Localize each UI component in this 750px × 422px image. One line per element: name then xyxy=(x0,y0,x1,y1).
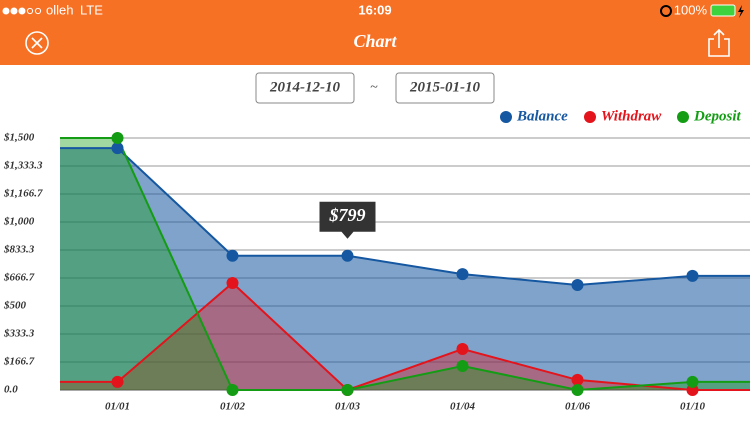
carrier: olleh xyxy=(46,2,73,17)
x-tick-label: 01/03 xyxy=(335,401,361,413)
point xyxy=(456,359,469,372)
point xyxy=(456,268,469,281)
battery-icon xyxy=(710,4,736,17)
x-tick-label: 01/10 xyxy=(680,401,706,413)
point xyxy=(111,142,124,155)
line-extension xyxy=(60,147,750,277)
area xyxy=(117,138,693,390)
point xyxy=(341,384,354,396)
legend-swatch xyxy=(500,111,512,123)
x-tick-label: 01/06 xyxy=(565,401,591,413)
start-date-box[interactable] xyxy=(255,72,355,104)
charging-icon xyxy=(738,5,744,18)
end-date-box[interactable] xyxy=(395,72,495,104)
alarm-icon xyxy=(660,5,672,17)
x-tick-label: 01/04 xyxy=(450,401,476,413)
line-extension xyxy=(60,380,750,391)
y-tick-label: $166.7 xyxy=(3,356,35,368)
date-separator: ~ xyxy=(370,80,378,95)
line-extension xyxy=(60,137,750,383)
y-tick-label: $1,166.7 xyxy=(3,188,43,200)
legend-label: Balance xyxy=(516,108,568,124)
y-tick-label: 0.0 xyxy=(4,384,18,396)
point xyxy=(571,279,584,291)
x-tick-label: 01/01 xyxy=(105,401,130,413)
y-tick-label: $1,500 xyxy=(3,132,35,144)
tooltip-label: $799 xyxy=(329,205,366,225)
network: LTE xyxy=(80,2,103,17)
x-tick-label: 01/02 xyxy=(220,401,246,413)
tooltip-box xyxy=(319,201,376,239)
y-tick-label: $1,000 xyxy=(3,216,35,228)
y-tick-label: $833.3 xyxy=(3,244,35,256)
line xyxy=(116,281,693,392)
legend-label: Deposit xyxy=(693,108,741,124)
area xyxy=(117,148,693,390)
point xyxy=(226,276,239,289)
line xyxy=(116,147,693,287)
y-tick-label: $1,333.3 xyxy=(3,160,43,172)
legend-swatch xyxy=(677,111,689,123)
time: 16:09 xyxy=(358,2,391,17)
signal xyxy=(2,7,42,15)
legend-label: Withdraw xyxy=(601,108,662,124)
point xyxy=(686,375,699,388)
battery-text: 100% xyxy=(674,2,708,17)
point xyxy=(571,384,584,396)
nav-title: Chart xyxy=(353,31,397,51)
y-tick-label: $333.3 xyxy=(3,328,35,340)
point xyxy=(456,343,469,356)
point xyxy=(341,249,354,262)
point xyxy=(111,375,124,388)
line xyxy=(116,137,693,392)
legend-swatch xyxy=(584,111,596,123)
point xyxy=(226,384,239,396)
start-date: 2014-12-10 xyxy=(269,79,340,95)
point xyxy=(686,269,699,282)
header-bg xyxy=(0,0,750,65)
point xyxy=(571,373,584,386)
close-button[interactable] xyxy=(25,31,49,55)
y-tick-label: $500 xyxy=(3,300,27,312)
point xyxy=(226,249,239,262)
y-tick-label: $666.7 xyxy=(3,272,35,284)
share-button[interactable] xyxy=(708,28,730,57)
end-date: 2015-01-10 xyxy=(409,79,480,95)
point xyxy=(111,132,124,144)
